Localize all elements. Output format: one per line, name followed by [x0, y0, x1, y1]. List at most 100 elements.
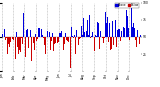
Bar: [86, 31, 87, 37]
Bar: [13, 37, 14, 40]
Bar: [99, 37, 100, 49]
Bar: [105, 12, 106, 37]
Bar: [23, 13, 24, 37]
Bar: [32, 37, 33, 47]
Bar: [136, 37, 137, 47]
Bar: [76, 30, 77, 37]
Bar: [69, 37, 70, 60]
Bar: [140, 35, 141, 37]
Bar: [65, 33, 66, 37]
Bar: [11, 37, 12, 45]
Bar: [54, 37, 55, 44]
Bar: [118, 29, 119, 37]
Bar: [137, 30, 138, 37]
Bar: [3, 37, 4, 39]
Bar: [52, 33, 53, 37]
Bar: [53, 37, 54, 51]
Bar: [35, 34, 36, 37]
Bar: [72, 37, 73, 47]
Bar: [40, 37, 41, 52]
Bar: [77, 30, 78, 37]
Bar: [33, 37, 34, 43]
Bar: [7, 37, 8, 54]
Bar: [10, 37, 11, 42]
Bar: [4, 29, 5, 37]
Bar: [123, 27, 124, 37]
Bar: [26, 30, 27, 37]
Bar: [129, 37, 130, 40]
Bar: [92, 32, 93, 37]
Bar: [31, 37, 32, 61]
Bar: [89, 15, 90, 37]
Bar: [15, 37, 16, 59]
Bar: [49, 32, 50, 37]
Bar: [130, 32, 131, 37]
Bar: [63, 37, 64, 50]
Legend: Above, Below: Above, Below: [115, 3, 139, 8]
Bar: [59, 33, 60, 37]
Bar: [107, 17, 108, 37]
Bar: [34, 37, 35, 50]
Bar: [79, 37, 80, 39]
Bar: [28, 37, 29, 48]
Bar: [91, 36, 92, 37]
Bar: [66, 37, 67, 40]
Bar: [12, 37, 13, 39]
Bar: [43, 37, 44, 38]
Bar: [75, 37, 76, 54]
Bar: [132, 27, 133, 37]
Bar: [20, 37, 21, 52]
Bar: [47, 31, 48, 37]
Bar: [27, 29, 28, 37]
Bar: [83, 18, 84, 37]
Bar: [95, 35, 96, 37]
Bar: [133, 23, 134, 37]
Bar: [120, 37, 121, 41]
Bar: [67, 37, 68, 41]
Bar: [135, 37, 136, 42]
Bar: [37, 37, 38, 39]
Bar: [82, 35, 83, 37]
Bar: [44, 37, 45, 45]
Bar: [108, 37, 109, 42]
Bar: [24, 37, 25, 47]
Bar: [115, 20, 116, 37]
Bar: [38, 28, 39, 37]
Bar: [102, 37, 103, 38]
Bar: [22, 37, 23, 44]
Bar: [68, 37, 69, 42]
Bar: [16, 32, 17, 37]
Bar: [6, 37, 7, 38]
Bar: [124, 28, 125, 37]
Bar: [21, 37, 22, 38]
Bar: [81, 26, 82, 37]
Bar: [113, 37, 114, 45]
Bar: [41, 29, 42, 37]
Bar: [138, 37, 139, 45]
Bar: [134, 28, 135, 37]
Bar: [128, 28, 129, 37]
Bar: [8, 37, 9, 44]
Bar: [71, 27, 72, 37]
Bar: [60, 33, 61, 37]
Bar: [73, 37, 74, 38]
Bar: [70, 37, 71, 68]
Bar: [139, 37, 140, 44]
Bar: [97, 22, 98, 37]
Bar: [19, 37, 20, 50]
Bar: [5, 37, 6, 40]
Bar: [131, 8, 132, 37]
Bar: [50, 37, 51, 50]
Bar: [110, 37, 111, 50]
Bar: [30, 30, 31, 37]
Bar: [64, 37, 65, 48]
Bar: [78, 37, 79, 45]
Bar: [84, 32, 85, 37]
Bar: [100, 31, 101, 37]
Bar: [17, 37, 18, 47]
Bar: [48, 32, 49, 37]
Bar: [121, 31, 122, 37]
Bar: [87, 20, 88, 37]
Bar: [51, 37, 52, 41]
Bar: [94, 37, 95, 51]
